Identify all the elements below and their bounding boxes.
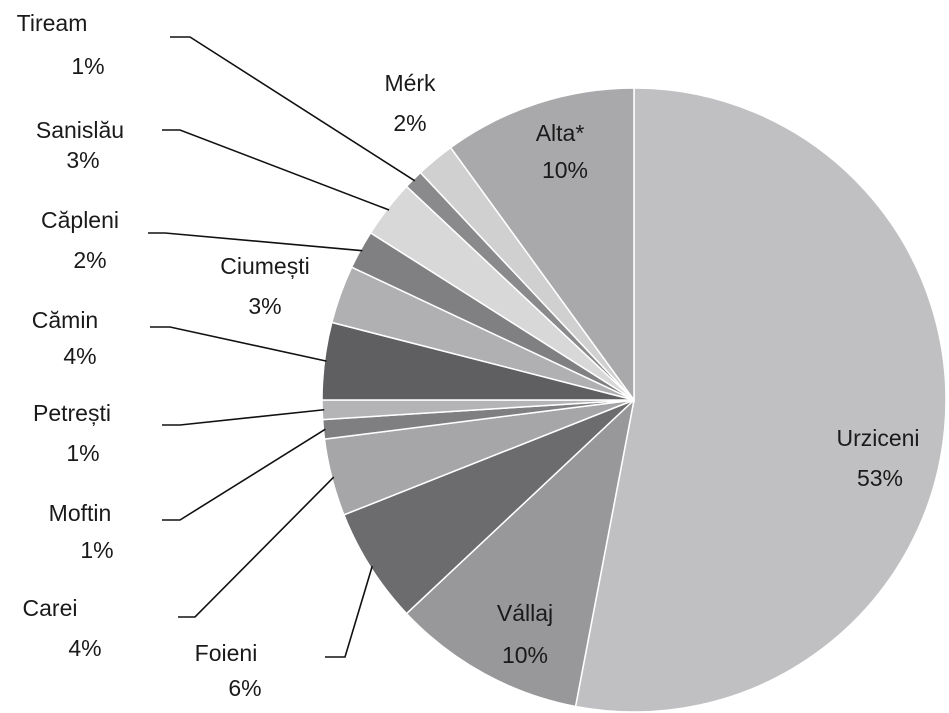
leader-line (178, 476, 335, 618)
value-label: 1% (71, 53, 104, 79)
leader-line (170, 36, 416, 182)
value-label: 2% (73, 247, 106, 273)
slice-label: Alta* (536, 120, 585, 146)
value-label: 3% (248, 293, 281, 319)
value-label: 6% (228, 675, 261, 701)
value-label: 10% (542, 157, 588, 183)
value-label: 53% (857, 465, 903, 491)
value-label: 4% (63, 343, 96, 369)
slice-label: Ciumești (220, 253, 309, 279)
leader-line (148, 232, 363, 252)
slice-label: Moftin (49, 500, 112, 526)
slice-label: Mérk (384, 70, 436, 96)
leader-line (162, 129, 390, 211)
pie-slice (449, 87, 635, 403)
slice-label: Foieni (195, 640, 258, 666)
value-label: 1% (80, 537, 113, 563)
value-label: 10% (502, 642, 548, 668)
value-label: 2% (393, 110, 426, 136)
slice-label: Urziceni (836, 425, 919, 451)
leader-line (325, 565, 374, 658)
leader-line (162, 408, 325, 426)
slice-label: Vállaj (497, 600, 553, 626)
pie-slice (405, 397, 636, 708)
slice-label: Sanislău (36, 117, 124, 143)
value-label: 4% (68, 635, 101, 661)
slice-label: Carei (23, 595, 78, 621)
leader-line (150, 326, 327, 362)
value-label: 3% (66, 147, 99, 173)
slice-label: Petrești (33, 400, 111, 426)
slice-label: Cămin (32, 307, 98, 333)
slice-label: Căpleni (41, 207, 119, 233)
value-label: 1% (66, 440, 99, 466)
pie-slice (574, 87, 947, 713)
leader-line (162, 428, 326, 521)
slice-label: Tiream (17, 10, 88, 36)
